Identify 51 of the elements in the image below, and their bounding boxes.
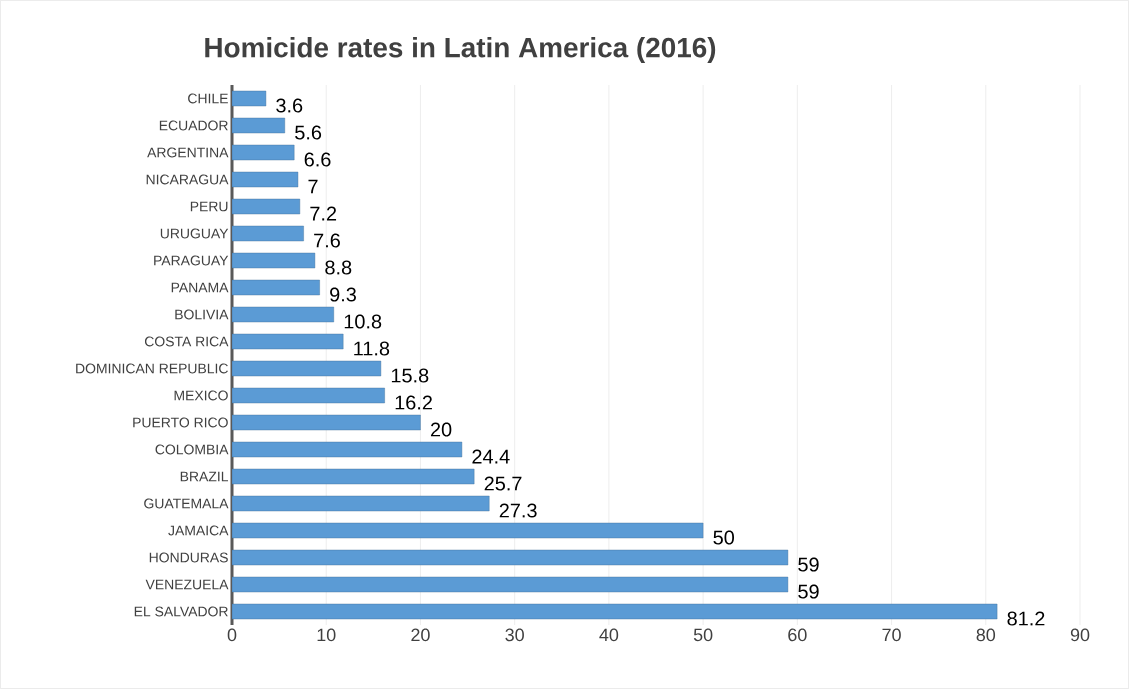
- y-tick-label: CHILE: [188, 93, 228, 104]
- y-tick-label: COLOMBIA: [155, 444, 229, 455]
- y-tick-label: JAMAICA: [168, 525, 229, 536]
- data-label: 27.3: [499, 503, 537, 518]
- data-label: 11.8: [354, 341, 390, 356]
- data-label: 16.2: [395, 395, 432, 410]
- x-tick-label: 40: [599, 628, 619, 642]
- y-tick-label: ARGENTINA: [147, 147, 229, 158]
- data-label: 81.2: [1007, 611, 1045, 626]
- y-tick-label: BOLIVIA: [175, 309, 229, 320]
- data-label: 3.6: [276, 98, 303, 113]
- y-tick-label: PUERTO RICO: [133, 417, 228, 428]
- chart-title: Homicide rates in Latin America (2016): [205, 37, 716, 63]
- data-label: 59: [798, 584, 819, 599]
- data-label: 7: [308, 179, 318, 194]
- data-label: 59: [798, 557, 819, 572]
- data-label: 10.8: [344, 314, 382, 329]
- x-tick-label: 10: [317, 628, 336, 642]
- x-tick-label: 90: [1070, 628, 1090, 642]
- data-label: 15.8: [391, 368, 429, 383]
- y-tick-label: EL SALVADOR: [134, 606, 228, 617]
- y-tick-label: MEXICO: [174, 390, 228, 401]
- y-tick-label: GUATEMALA: [144, 498, 229, 509]
- x-tick-label: 0: [227, 628, 237, 642]
- x-tick-label: 50: [693, 628, 713, 642]
- x-tick-label: 60: [788, 628, 807, 642]
- x-tick-label: 80: [976, 628, 996, 642]
- x-tick-label: 70: [882, 628, 901, 642]
- data-label: 20: [430, 422, 452, 437]
- y-tick-label: PARAGUAY: [154, 255, 229, 266]
- y-tick-label: COSTA RICA: [144, 336, 229, 347]
- data-label: 24.4: [472, 449, 510, 464]
- y-tick-label: PERU: [190, 201, 228, 212]
- y-tick-label: PANAMA: [171, 282, 229, 293]
- data-label: 7.6: [314, 233, 340, 248]
- y-tick-label: HONDURAS: [149, 552, 228, 563]
- x-tick-label: 20: [411, 628, 430, 642]
- x-tick-label: 30: [505, 628, 524, 642]
- data-label: 9.3: [330, 287, 356, 302]
- data-label: 50: [713, 530, 735, 545]
- data-label: 7.2: [310, 206, 337, 221]
- data-label: 6.6: [304, 152, 331, 167]
- data-label: 8.8: [325, 260, 352, 275]
- y-tick-label: DOMINICAN REPUBLIC: [76, 363, 228, 374]
- y-tick-label: BRAZIL: [180, 471, 229, 482]
- y-tick-label: VENEZUELA: [145, 579, 229, 590]
- y-tick-label: ECUADOR: [159, 120, 228, 131]
- data-label: 5.6: [295, 125, 322, 140]
- y-tick-label: NICARAGUA: [146, 174, 229, 185]
- y-tick-label: URUGUAY: [160, 228, 229, 239]
- data-label: 25.7: [484, 476, 522, 491]
